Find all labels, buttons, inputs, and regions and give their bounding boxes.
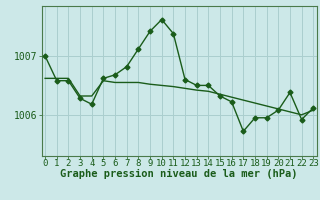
X-axis label: Graphe pression niveau de la mer (hPa): Graphe pression niveau de la mer (hPa) [60, 169, 298, 179]
